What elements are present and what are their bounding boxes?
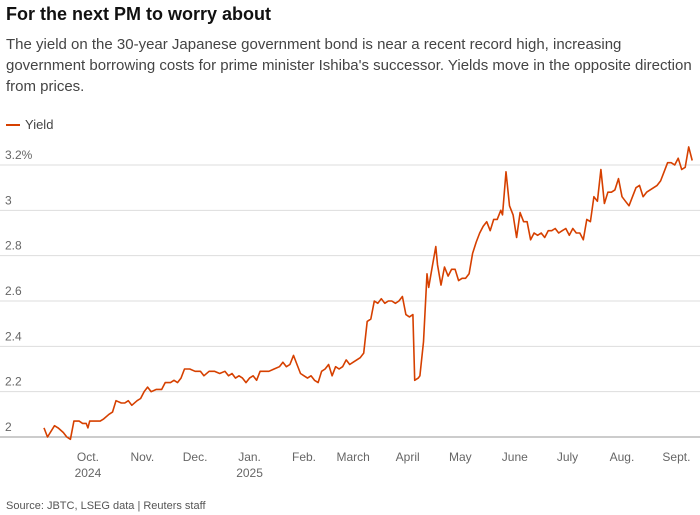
line-chart: 3.2% 3 2.8 2.6 2.4 2.2 2 Oct. 2024 Nov. Dec. Jan. 2… — [0, 146, 700, 480]
x-tick-label: April — [396, 450, 420, 464]
x-tick-label: Jan. — [238, 450, 261, 464]
x-tick-label: Sept. — [662, 450, 690, 464]
x-tick-sublabel: 2025 — [236, 466, 263, 480]
source-note: Source: JBTC, LSEG data | Reuters staff — [6, 500, 206, 512]
x-tick-label: Aug. — [610, 450, 635, 464]
series-group — [43, 146, 693, 441]
y-axis: 3.2% 3 2.8 2.6 2.4 2.2 2 — [5, 148, 33, 434]
series-line-yield — [43, 146, 693, 441]
x-tick-label: Oct. — [77, 450, 99, 464]
x-tick-label: June — [502, 450, 528, 464]
y-tick-label: 3 — [5, 193, 12, 207]
chart-title: For the next PM to worry about — [6, 4, 272, 24]
x-tick-label: Feb. — [292, 450, 316, 464]
y-tick-label: 3.2% — [5, 148, 33, 162]
legend-swatch — [6, 123, 20, 126]
x-tick-label: May — [449, 450, 472, 464]
legend: Yield — [6, 117, 53, 132]
x-axis: Oct. 2024 Nov. Dec. Jan. 2025 Feb. March April Ma… — [75, 450, 691, 480]
chart-subtitle: The yield on the 30-year Japanese govern… — [6, 36, 692, 95]
x-tick-label: Nov. — [130, 450, 154, 464]
x-tick-label: Dec. — [183, 450, 208, 464]
y-tick-label: 2.4 — [5, 329, 22, 343]
x-tick-sublabel: 2024 — [75, 466, 102, 480]
grid-lines — [0, 164, 700, 438]
x-tick-label: March — [337, 450, 370, 464]
y-tick-label: 2.2 — [5, 375, 22, 389]
y-tick-label: 2.6 — [5, 284, 22, 298]
x-tick-label: July — [557, 450, 578, 464]
y-tick-label: 2 — [5, 420, 12, 434]
y-tick-label: 2.8 — [5, 239, 22, 253]
legend-label: Yield — [25, 117, 54, 132]
